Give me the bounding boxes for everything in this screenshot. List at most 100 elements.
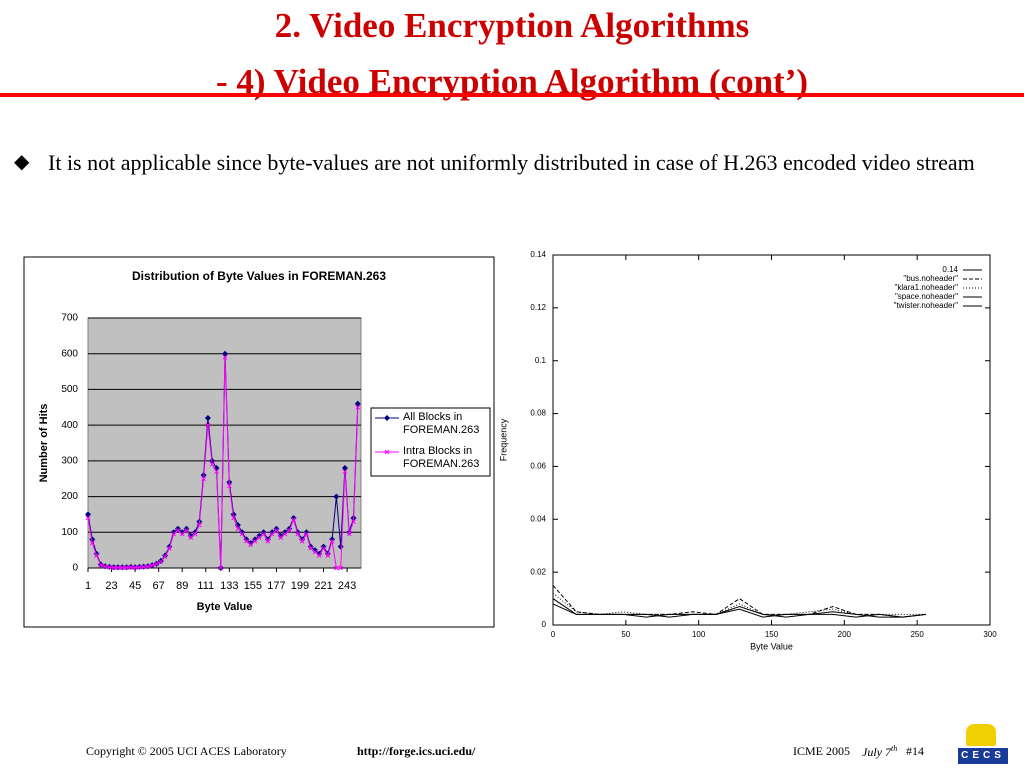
x-tick-label: 300	[983, 630, 997, 639]
marker	[265, 538, 271, 544]
marker	[201, 476, 206, 482]
marker	[248, 542, 254, 548]
marker	[308, 546, 314, 551]
legend-label: "space.noheader"	[895, 292, 958, 301]
legend-label: 0.14	[942, 265, 958, 274]
y-tick-label: 300	[61, 455, 78, 466]
marker	[98, 562, 104, 568]
marker	[128, 564, 134, 570]
marker	[329, 536, 336, 543]
y-axis-label: Number of Hits	[38, 404, 50, 483]
legend-label: Intra Blocks in FOREMAN.263	[403, 445, 480, 470]
legend-marker	[384, 415, 390, 421]
marker	[286, 528, 292, 533]
marker	[291, 517, 296, 523]
y-tick-label: 0.02	[530, 567, 546, 576]
marker	[132, 565, 138, 570]
series-line	[553, 585, 926, 618]
x-tick-label: 177	[267, 580, 285, 592]
bullet-marker: ◆	[14, 151, 30, 173]
marker	[247, 540, 254, 546]
marker	[111, 565, 117, 570]
chart-title: Distribution of Byte Values in FOREMAN.2…	[132, 269, 386, 283]
marker	[252, 538, 258, 544]
marker	[312, 549, 318, 555]
marker	[124, 565, 129, 570]
marker	[226, 483, 232, 489]
marker	[239, 531, 245, 537]
marker	[311, 547, 318, 554]
y-tick-label: 700	[61, 313, 78, 324]
marker	[89, 540, 95, 546]
page-number: #14	[906, 744, 924, 758]
marker	[171, 531, 177, 537]
marker	[333, 493, 340, 500]
y-tick-label: 100	[61, 527, 78, 538]
marker	[222, 354, 228, 360]
title-rule	[0, 93, 1024, 97]
y-tick-label: 0	[72, 563, 78, 574]
marker	[321, 546, 326, 551]
x-tick-label: 199	[291, 580, 309, 592]
y-axis-label: Frequency	[498, 418, 508, 461]
series-line	[553, 592, 926, 615]
x-tick-label: 133	[220, 580, 238, 592]
marker	[338, 565, 344, 571]
y-tick-label: 0.04	[530, 514, 546, 523]
marker	[295, 531, 301, 537]
legend-label: All Blocks in FOREMAN.263	[403, 411, 480, 436]
y-tick-label: 0.14	[530, 250, 546, 259]
marker	[179, 531, 185, 537]
marker	[239, 529, 246, 536]
marker	[205, 422, 211, 428]
logo: CECS	[958, 748, 1008, 764]
marker	[316, 553, 322, 558]
marker	[325, 553, 331, 558]
marker	[274, 528, 279, 533]
x-tick-label: 50	[621, 630, 630, 639]
marker	[188, 535, 194, 540]
x-tick-label: 250	[910, 630, 924, 639]
marker	[149, 563, 155, 568]
marker	[252, 536, 259, 543]
marker	[174, 525, 181, 532]
marker	[351, 519, 356, 524]
marker	[175, 528, 181, 533]
marker	[141, 564, 147, 570]
marker	[119, 565, 125, 570]
url[interactable]: http://forge.ics.uci.edu/	[357, 744, 476, 758]
y-tick-label: 0.12	[530, 303, 546, 312]
bullet-text: It is not applicable since byte-values a…	[48, 150, 975, 175]
y-tick-label: 0.08	[530, 409, 546, 418]
marker	[235, 526, 241, 532]
legend-label: "twister.noheader"	[894, 301, 959, 310]
legend-marker	[384, 449, 390, 455]
marker	[342, 469, 348, 474]
y-tick-label: 0.1	[535, 356, 547, 365]
marker	[214, 469, 219, 474]
x-tick-label: 155	[244, 580, 262, 592]
series-line	[553, 603, 926, 618]
marker	[85, 515, 91, 521]
x-tick-label: 67	[153, 580, 165, 592]
x-tick-label: 89	[176, 580, 188, 592]
x-tick-label: 45	[129, 580, 141, 592]
marker	[273, 525, 280, 532]
marker	[170, 529, 177, 536]
slide-title: 2. Video Encryption Algorithms	[274, 6, 750, 45]
marker	[192, 531, 198, 537]
marker	[218, 565, 224, 571]
marker	[256, 535, 262, 540]
x-tick-label: 243	[338, 580, 356, 592]
legend-label: "bus.noheader"	[903, 274, 958, 283]
marker	[204, 415, 211, 421]
marker	[346, 531, 352, 537]
marker	[278, 535, 284, 540]
marker	[183, 525, 190, 532]
legend-box	[370, 407, 491, 477]
marker	[281, 529, 288, 536]
marker	[102, 564, 108, 569]
marker	[334, 565, 339, 571]
